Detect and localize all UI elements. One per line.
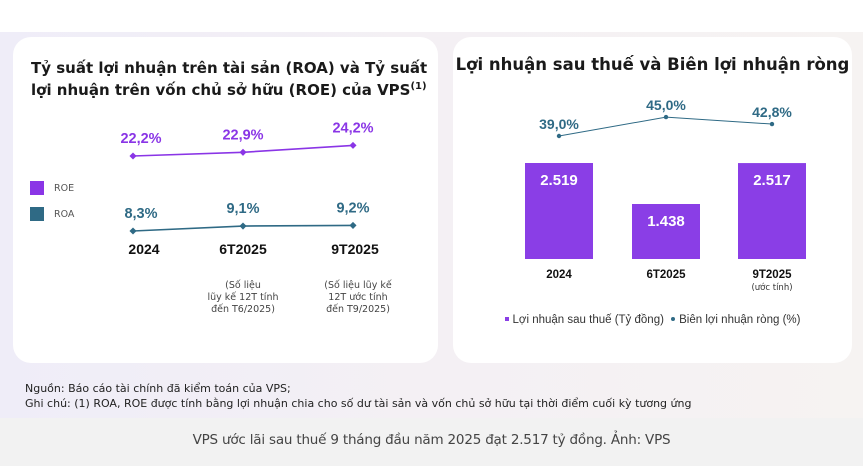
roe-data-label: 24,2% xyxy=(332,120,373,136)
profit-bar xyxy=(632,204,700,259)
profit-margin-chart: 2.519 1.438 2.517 39,0% 45,0% 42,8% 2024 6T2025… xyxy=(525,97,806,293)
x-tick-label: 2024 xyxy=(128,241,159,257)
legend-label-roa: ROA xyxy=(54,208,75,220)
roa-data-label: 8,3% xyxy=(124,206,157,222)
profit-margin-legend: Lợi nhuận sau thuế (Tỷ đồng) Biên lợi nh… xyxy=(453,314,852,326)
roe-point xyxy=(239,148,247,156)
profit-bar xyxy=(738,163,806,259)
title-superscript: (1) xyxy=(410,81,427,92)
margin-point xyxy=(769,121,775,127)
profit-bar-label: 2.519 xyxy=(540,172,578,189)
caption-text: VPS ước lãi sau thuế 9 tháng đầu năm 202… xyxy=(192,432,671,448)
legend-item-margin: Biên lợi nhuận ròng (%) xyxy=(671,314,800,326)
legend-dot-profit xyxy=(504,316,509,321)
roe-point xyxy=(129,152,137,160)
x-tick-label: 9T2025 xyxy=(752,269,792,281)
profit-bar-label: 1.438 xyxy=(647,213,685,230)
x-tick-label: 2024 xyxy=(546,269,572,281)
image-caption: VPS ước lãi sau thuế 9 tháng đầu năm 202… xyxy=(0,418,863,466)
legend-label-roe: ROE xyxy=(54,182,75,194)
margin-data-label: 42,8% xyxy=(752,104,792,120)
roa-roe-legend: ROE ROA xyxy=(30,175,74,227)
roe-point xyxy=(349,141,357,149)
legend-swatch-roa xyxy=(30,207,44,221)
roa-point xyxy=(349,221,357,229)
profit-bar-label: 2.517 xyxy=(753,172,791,189)
roa-roe-card: Tỷ suất lợi nhuận trên tài sản (ROA) và … xyxy=(13,37,438,363)
x-tick-label: 9T2025 xyxy=(331,241,379,257)
profit-bar xyxy=(525,163,593,259)
x-tick-label: 6T2025 xyxy=(219,241,267,257)
roa-point xyxy=(129,227,137,235)
legend-dot-margin xyxy=(671,316,676,321)
x-tick-sublabel: (ước tính) xyxy=(751,282,792,293)
legend-label-margin: Biên lợi nhuận ròng (%) xyxy=(679,314,801,326)
legend-item-roe: ROE xyxy=(30,175,74,201)
profit-margin-card: Lợi nhuận sau thuế và Biên lợi nhuận ròn… xyxy=(453,37,852,363)
source-note: Nguồn: Báo cáo tài chính đã kiểm toán củ… xyxy=(25,382,291,395)
legend-item-profit: Lợi nhuận sau thuế (Tỷ đồng) xyxy=(504,314,664,326)
footnotes: Nguồn: Báo cáo tài chính đã kiểm toán củ… xyxy=(25,381,691,411)
roa-point xyxy=(239,222,247,230)
definition-note: Ghi chú: (1) ROA, ROE được tính bằng lợi… xyxy=(25,397,692,410)
profit-margin-chart-title: Lợi nhuận sau thuế và Biên lợi nhuận ròn… xyxy=(455,55,850,74)
margin-point xyxy=(556,133,562,139)
margin-data-label: 45,0% xyxy=(646,97,686,113)
roa-roe-chart-title: Tỷ suất lợi nhuận trên tài sản (ROA) và … xyxy=(31,59,428,99)
x-tick-label: 6T2025 xyxy=(646,269,686,281)
legend-swatch-roe xyxy=(30,181,44,195)
category-note-6t2025: (Số liệu lũy kế 12T tính đến T6/2025) xyxy=(207,280,279,315)
category-note-9t2025: (Số liệu lũy kế 12T ước tính đến T9/2025… xyxy=(324,280,392,315)
infographic: Tỷ suất lợi nhuận trên tài sản (ROA) và … xyxy=(0,32,863,418)
roa-roe-chart: 22,2% 22,9% 24,2% 8,3% 9,1% 9,2% 2024 6T2025 9T2… xyxy=(120,120,379,257)
roa-data-label: 9,2% xyxy=(336,200,369,216)
margin-line xyxy=(558,116,773,137)
roe-data-label: 22,2% xyxy=(120,131,161,147)
margin-point xyxy=(663,114,669,120)
legend-label-profit: Lợi nhuận sau thuế (Tỷ đồng) xyxy=(512,314,664,326)
legend-item-roa: ROA xyxy=(30,201,74,227)
roe-data-label: 22,9% xyxy=(222,127,263,143)
roa-data-label: 9,1% xyxy=(226,201,259,217)
margin-data-label: 39,0% xyxy=(539,116,579,132)
